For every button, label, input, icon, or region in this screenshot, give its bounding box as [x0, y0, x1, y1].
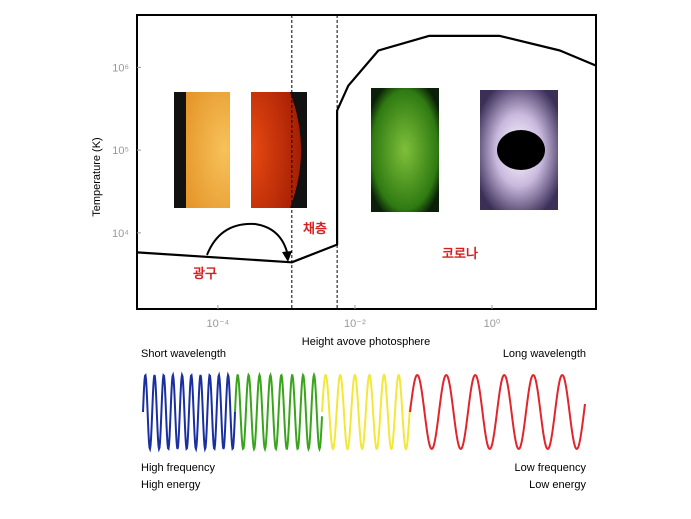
temperature-line: [136, 34, 597, 264]
spectrum-note: High energy: [141, 479, 201, 491]
photos: [174, 88, 558, 212]
x-axis-label: Height avove photosphere: [302, 336, 430, 348]
y-axis-label: Temperature (K): [91, 137, 103, 216]
annotation: 광구: [193, 267, 217, 282]
moon-disc: [497, 130, 545, 170]
chromosphere-image: [251, 92, 301, 208]
y-tick-label: 10⁵: [112, 145, 129, 157]
spectrum-short: Short wavelength: [141, 348, 226, 360]
y-tick-label: 10⁶: [112, 62, 129, 74]
wave-segment: [409, 374, 586, 450]
annotation: 채층: [303, 221, 327, 237]
corona-euv-image: [371, 88, 439, 212]
y-tick-label: 10⁴: [112, 228, 129, 240]
x-tick-label: 10⁻²: [344, 318, 366, 330]
annotation: 코로나: [442, 246, 478, 262]
photo-edge: [174, 92, 186, 208]
arrow-head: [282, 251, 292, 262]
spectrum-note: Low energy: [529, 479, 586, 491]
spectrum-long: Long wavelength: [503, 348, 586, 360]
wave-segment: [234, 371, 323, 453]
x-tick-label: 10⁻⁴: [206, 318, 229, 330]
arrow: [206, 222, 289, 257]
plot-frame: [136, 14, 597, 310]
wave-segment: [321, 373, 411, 451]
spectrum-note: High frequency: [141, 462, 215, 474]
x-tick-label: 10⁰: [484, 318, 501, 330]
wave-diagram: [142, 371, 586, 453]
wave-segment: [142, 371, 236, 453]
spectrum-note: Low frequency: [514, 462, 586, 474]
